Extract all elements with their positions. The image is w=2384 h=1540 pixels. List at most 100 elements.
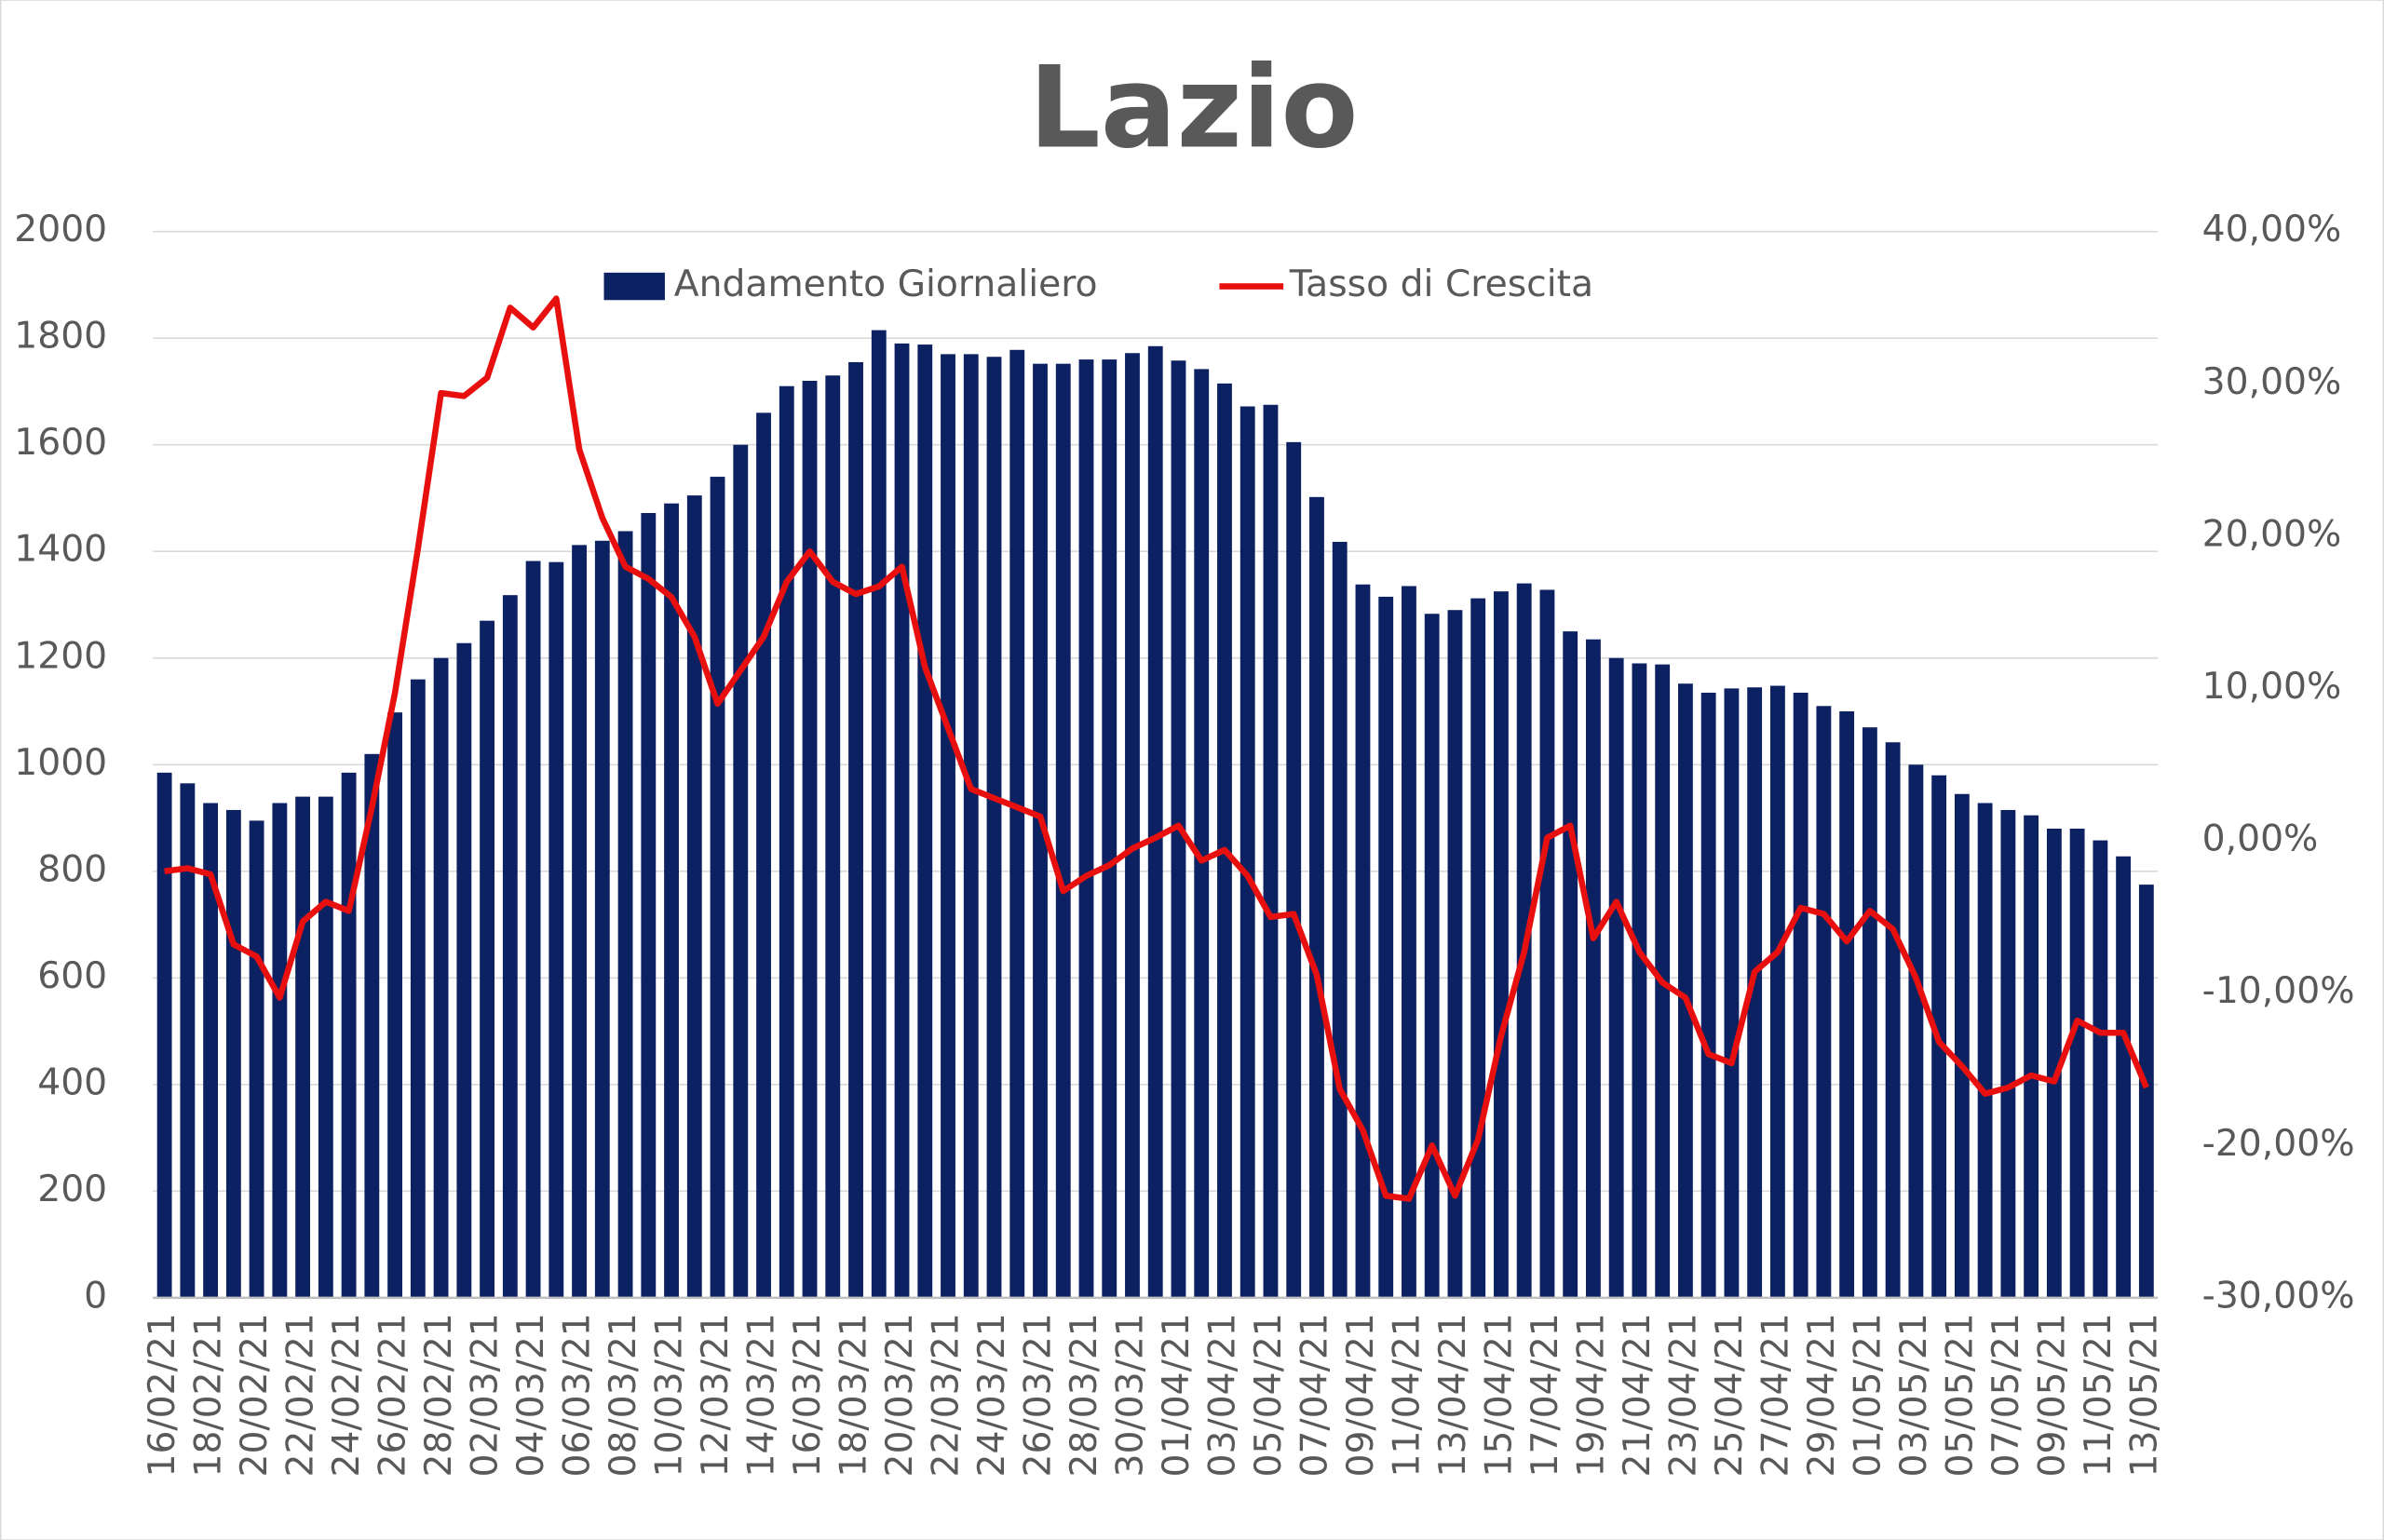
x-tick-label: 15/04/21 <box>1478 1313 1520 1477</box>
bar <box>1977 803 1993 1298</box>
bar <box>1102 359 1118 1298</box>
bar <box>1816 706 1832 1298</box>
x-tick-label: 03/04/21 <box>1201 1313 1243 1477</box>
bar <box>1424 614 1440 1298</box>
bar <box>710 477 725 1298</box>
y2-tick-label: -20,00% <box>2202 1123 2355 1165</box>
y-tick-label: 800 <box>37 848 107 890</box>
y-tick-label: 200 <box>37 1169 107 1210</box>
bar <box>2069 828 2085 1298</box>
bar <box>2046 828 2062 1298</box>
bar <box>525 561 541 1298</box>
x-tick-label: 29/04/21 <box>1801 1313 1843 1477</box>
x-tick-label: 13/05/21 <box>2123 1313 2165 1477</box>
bar <box>341 772 357 1298</box>
bar <box>686 495 702 1298</box>
bar <box>1608 657 1624 1298</box>
bar <box>2000 809 2016 1298</box>
bar <box>387 712 403 1298</box>
bar <box>1286 441 1302 1298</box>
y-tick-label: 1400 <box>14 529 107 571</box>
x-tick-label: 05/05/21 <box>1939 1313 1981 1477</box>
x-tick-label: 20/02/21 <box>234 1313 276 1477</box>
bar <box>1885 742 1901 1298</box>
bar <box>1332 541 1348 1298</box>
y2-tick-label: 30,00% <box>2202 361 2342 403</box>
x-tick-label: 22/03/21 <box>926 1313 968 1477</box>
bar <box>1147 345 1163 1298</box>
bar <box>664 503 679 1298</box>
legend-label: Tasso di Crescita <box>1289 263 1593 305</box>
bar <box>1055 363 1071 1298</box>
x-tick-label: 14/03/21 <box>741 1313 783 1477</box>
bar <box>295 796 311 1298</box>
bar <box>1263 404 1279 1298</box>
x-tick-label: 11/04/21 <box>1386 1313 1428 1477</box>
x-tick-label: 01/04/21 <box>1156 1313 1198 1477</box>
bar <box>1494 591 1509 1298</box>
x-tick-label: 06/03/21 <box>557 1313 599 1477</box>
legend-label: Andamento Giornaliero <box>674 263 1098 305</box>
x-tick-label: 08/03/21 <box>603 1313 644 1477</box>
bar <box>941 354 955 1298</box>
bar <box>410 679 426 1298</box>
bar <box>364 753 380 1298</box>
y2-tick-label: 20,00% <box>2202 513 2342 555</box>
x-tick-label: 26/03/21 <box>1018 1313 1060 1477</box>
y-tick-label: 0 <box>84 1275 107 1317</box>
x-tick-label: 30/03/21 <box>1109 1313 1151 1477</box>
x-tick-label: 23/04/21 <box>1662 1313 1704 1477</box>
y2-tick-label: -10,00% <box>2202 970 2355 1012</box>
x-tick-label: 21/04/21 <box>1617 1313 1659 1477</box>
bar <box>2138 885 2154 1298</box>
bar <box>1078 359 1094 1298</box>
bar <box>1217 383 1232 1298</box>
legend-swatch <box>603 272 665 301</box>
bar <box>203 803 219 1298</box>
y2-tick-label: 10,00% <box>2202 666 2342 708</box>
y2-tick-label: 40,00% <box>2202 209 2342 250</box>
bar <box>318 796 333 1298</box>
bar <box>1724 688 1740 1298</box>
bar <box>963 354 979 1298</box>
bar <box>1586 639 1601 1298</box>
x-tick-label: 11/05/21 <box>2078 1313 2120 1477</box>
x-tick-label: 20/03/21 <box>879 1313 921 1477</box>
x-tick-label: 01/05/21 <box>1847 1313 1889 1477</box>
bar <box>502 595 518 1298</box>
bar <box>641 513 657 1298</box>
bar <box>1793 692 1808 1298</box>
bar <box>1862 727 1877 1298</box>
x-tick-label: 28/02/21 <box>418 1313 460 1477</box>
bar <box>1539 589 1555 1298</box>
bar <box>1747 687 1763 1298</box>
x-tick-label: 18/03/21 <box>833 1313 875 1477</box>
y2-tick-label: -30,00% <box>2202 1275 2355 1317</box>
bar <box>1470 598 1486 1298</box>
x-tick-label: 22/02/21 <box>280 1313 322 1477</box>
bar <box>249 820 264 1298</box>
x-tick-label: 16/03/21 <box>787 1313 829 1477</box>
x-tick-label: 09/05/21 <box>2031 1313 2073 1477</box>
bar <box>1447 610 1463 1298</box>
bar <box>917 344 933 1298</box>
bar <box>1033 363 1048 1298</box>
bar <box>871 330 887 1298</box>
x-tick-label: 19/04/21 <box>1570 1313 1612 1477</box>
bar <box>756 412 771 1298</box>
bar <box>1309 496 1324 1298</box>
x-tick-label: 10/03/21 <box>649 1313 691 1477</box>
bar <box>848 361 863 1298</box>
bar <box>480 620 494 1298</box>
x-tick-label: 24/03/21 <box>971 1313 1013 1477</box>
bar <box>1402 586 1416 1298</box>
y-tick-label: 400 <box>37 1061 107 1103</box>
x-tick-label: 24/02/21 <box>326 1313 368 1477</box>
y-tick-label: 1000 <box>14 742 107 784</box>
bar <box>1378 596 1394 1298</box>
bar <box>1908 764 1924 1298</box>
bar <box>2024 815 2039 1298</box>
bar <box>272 803 288 1298</box>
x-tick-label: 27/04/21 <box>1754 1313 1796 1477</box>
bar <box>433 657 449 1298</box>
